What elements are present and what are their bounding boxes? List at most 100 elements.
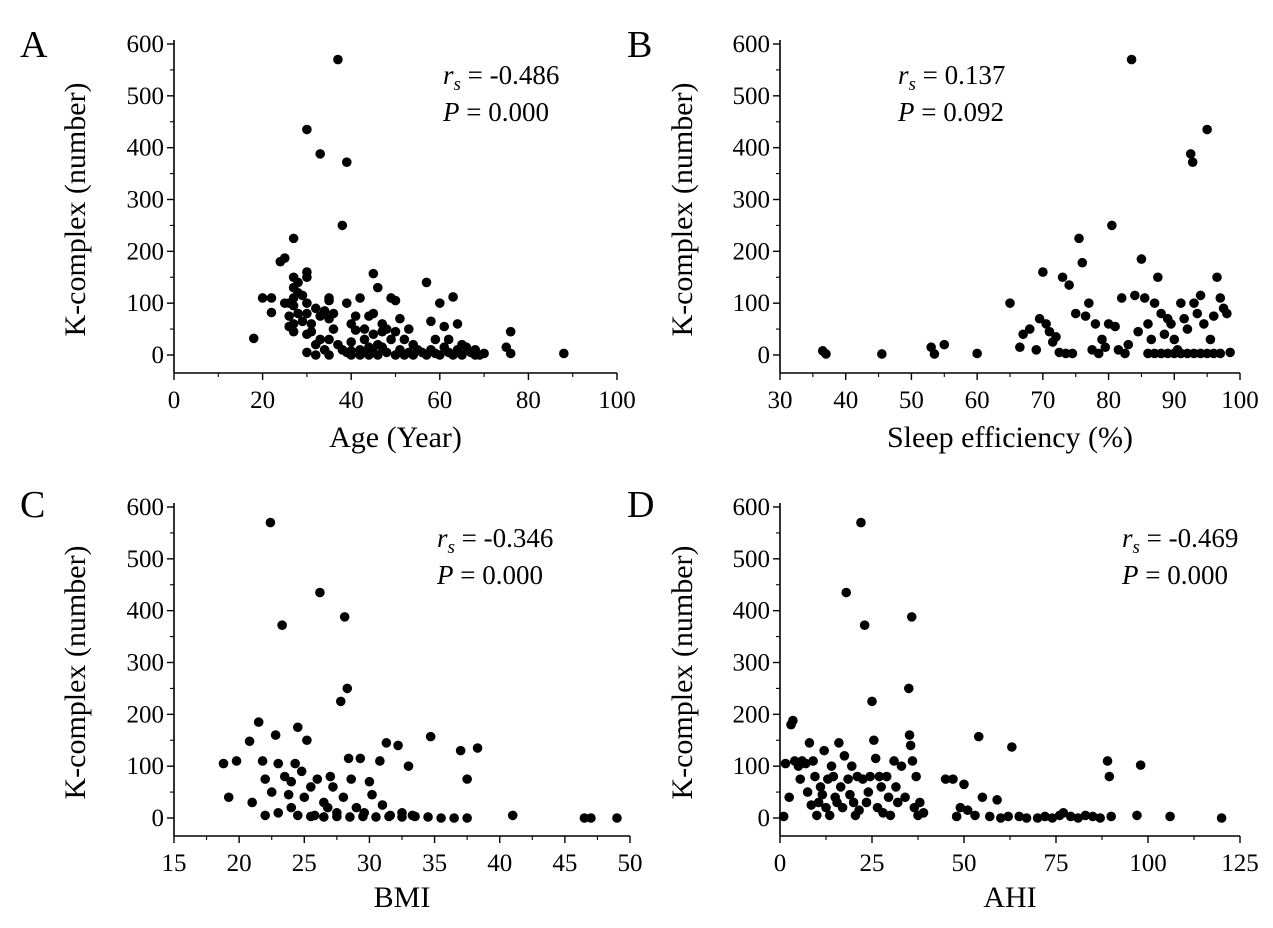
p-value-annotation: P = 0.092 [897, 97, 1004, 127]
y-tick-label: 100 [733, 753, 771, 780]
data-point [1003, 811, 1013, 822]
data-point [315, 334, 325, 345]
data-point [457, 350, 467, 360]
y-tick-label: 600 [733, 494, 771, 521]
p-value-annotation: P = 0.000 [436, 560, 543, 590]
y-tick-label: 300 [127, 650, 165, 677]
data-point [1014, 811, 1024, 822]
data-point [244, 736, 255, 747]
data-point [929, 349, 940, 359]
data-point [449, 813, 459, 823]
data-point [911, 771, 921, 782]
data-point [1041, 319, 1051, 329]
x-tick-label: 15 [162, 850, 187, 877]
data-point [780, 758, 791, 769]
data-point [292, 722, 303, 733]
data-point [1156, 348, 1166, 359]
data-point [284, 311, 294, 321]
data-point [948, 774, 958, 784]
data-point [286, 776, 297, 787]
data-point [1080, 810, 1091, 821]
data-point [1182, 348, 1193, 359]
y-tick-label: 600 [127, 31, 165, 58]
x-tick-label: 35 [422, 850, 447, 877]
data-point [462, 813, 472, 823]
data-point [384, 811, 394, 822]
data-point [1073, 813, 1083, 823]
data-point [859, 620, 870, 630]
data-point [270, 730, 281, 740]
data-point [977, 792, 988, 803]
data-point [335, 696, 346, 707]
data-point [346, 350, 357, 360]
data-point [296, 766, 307, 777]
x-tick-label: 50 [899, 387, 924, 414]
data-point [858, 774, 868, 784]
data-point [312, 774, 323, 784]
data-point [302, 298, 312, 308]
data-point [247, 797, 257, 808]
data-point [874, 771, 885, 782]
y-tick-label: 200 [733, 701, 771, 728]
y-axis-label: K-complex (number) [666, 82, 699, 336]
data-point [328, 324, 339, 334]
data-point [355, 293, 365, 303]
data-point [1116, 293, 1127, 303]
data-point [1135, 760, 1146, 770]
data-point [302, 308, 312, 319]
data-point [896, 761, 907, 771]
panel-b: 0 100 200 300 400 500 600 30 40 50 60 70 80 90 100 Slee… [627, 24, 1259, 454]
data-point [288, 233, 299, 244]
data-point [778, 811, 789, 822]
p-value-annotation: P = 0.000 [442, 97, 549, 127]
data-point [1100, 342, 1111, 353]
data-point [479, 348, 489, 359]
data-point [302, 347, 312, 358]
data-point [907, 756, 918, 766]
data-point [1205, 334, 1216, 345]
data-point [1018, 329, 1028, 340]
x-tick-label: 100 [598, 387, 636, 414]
data-point [292, 810, 303, 821]
data-point [815, 782, 826, 792]
data-point [1179, 313, 1189, 324]
data-point [828, 771, 839, 782]
data-point [381, 738, 392, 748]
y-tick-label: 400 [127, 598, 165, 625]
data-point [1149, 298, 1160, 308]
y-tick-label: 300 [127, 187, 165, 214]
data-point [260, 774, 271, 784]
x-tick-label: 45 [552, 850, 577, 877]
x-tick-label: 25 [292, 850, 317, 877]
data-point [372, 350, 383, 360]
data-point [386, 334, 396, 345]
data-point [821, 349, 831, 359]
data-point [970, 810, 980, 821]
data-point [889, 756, 899, 766]
data-point [288, 319, 299, 329]
data-point [1107, 220, 1117, 231]
data-point [1165, 811, 1175, 822]
data-point [279, 771, 290, 782]
data-point [843, 774, 853, 784]
data-point [423, 812, 433, 822]
data-point [1216, 813, 1227, 823]
x-axis-label: BMI [374, 881, 431, 914]
data-point [1015, 342, 1025, 353]
data-point [319, 306, 330, 316]
data-point [1143, 348, 1153, 359]
data-point [328, 782, 338, 792]
data-point [1143, 319, 1153, 329]
data-point [939, 339, 950, 350]
x-axis-label: Age (Year) [329, 421, 462, 454]
data-point [328, 308, 339, 319]
data-point [403, 761, 414, 771]
data-point [1070, 308, 1081, 319]
data-point [315, 587, 325, 598]
data-point [1080, 311, 1091, 321]
data-point [1021, 813, 1032, 823]
data-point [286, 802, 297, 813]
data-point [283, 789, 294, 800]
data-point [390, 295, 401, 306]
data-point [231, 756, 242, 766]
